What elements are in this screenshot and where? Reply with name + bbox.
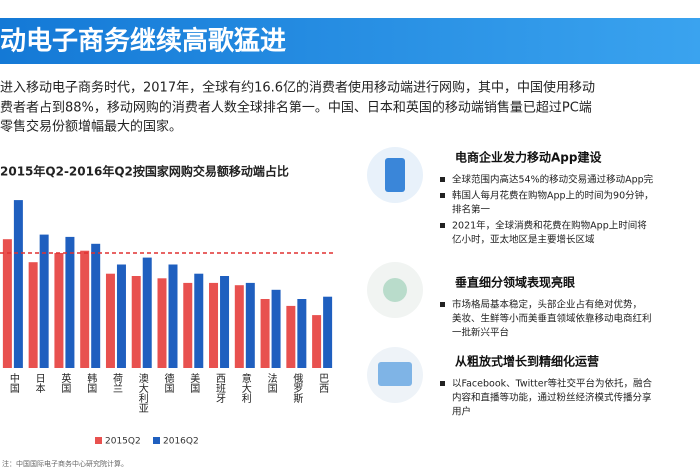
bullet-text: 市场格局基本稳定，头部企业占有绝对优势，: [452, 299, 642, 311]
bar: [54, 253, 64, 368]
bullet: [440, 302, 445, 307]
x-tick-label: 意大利: [239, 372, 251, 403]
section-title: 电商企业发力移动App建设: [455, 150, 602, 165]
sections: 电商企业发力移动App建设全球范围内高达54%的移动交易通过移动App完韩国人每…: [440, 150, 654, 418]
bullet-text: 2021年，全球消费和花费在购物App上时间将: [452, 220, 647, 232]
x-tick-label: 法国: [265, 372, 277, 394]
bullet-text: 美妆、生鲜等小而美垂直领域依靠移动电商红利: [452, 313, 652, 325]
source: 注：中国国际电子商务中心研究院计算。: [2, 459, 128, 468]
bar: [260, 299, 270, 368]
bar: [297, 299, 307, 368]
section-title: 垂直细分领域表现亮眼: [455, 275, 575, 290]
bar: [80, 250, 90, 368]
bullet-text: 用户: [452, 406, 471, 418]
bullet-text: 一批新兴平台: [452, 327, 509, 339]
icon: [378, 362, 412, 386]
icon: [383, 278, 407, 302]
chart-title: 2015年Q2-2016年Q2按国家网购交易额移动端占比: [0, 164, 289, 179]
x-tick-label: 韩国: [85, 372, 97, 394]
slide-title: 动电子商务继续高歌猛进: [0, 26, 286, 57]
x-tick-label: 德国: [162, 372, 174, 394]
bullet-text: 亿小时，亚太地区是主要增长区域: [452, 234, 595, 246]
bar: [286, 305, 296, 368]
bar: [28, 262, 38, 368]
bar: [220, 276, 230, 368]
intro-line: 零售交易份额增幅最大的国家。: [0, 119, 182, 135]
title-bar: [0, 18, 700, 64]
bullet-text: 以Facebook、Twitter等社交平台为依托，融合: [452, 378, 652, 390]
x-tick-label: 中国: [7, 372, 19, 394]
bar: [65, 236, 75, 368]
bullet: [440, 381, 445, 386]
bar: [105, 273, 115, 368]
chart: 中国 日本 英国 韩国 荷兰 澳大利亚 德国 美国 西班牙 意大利 法国 俄罗斯 巴西 2015Q2 201…: [0, 200, 335, 447]
x-tick-label: 西班牙: [214, 373, 226, 404]
bar: [183, 282, 193, 368]
x-tick-label: 巴西: [317, 373, 329, 393]
intro-line: 费者者占到88%，移动网购的消费者人数全球排名第一。中国、日本和英国的移动端销售…: [0, 100, 592, 116]
bar: [142, 257, 152, 368]
bullet: [440, 177, 445, 182]
legend-label: 2015Q2: [105, 437, 141, 447]
bar: [2, 239, 12, 368]
bar: [323, 296, 333, 368]
legend-swatch: [153, 437, 160, 444]
x-tick-label: 俄罗斯: [291, 373, 303, 404]
bullet-text: 全球范围内高达54%的移动交易通过移动App完: [452, 174, 654, 186]
bar: [194, 273, 204, 368]
bullet-text: 排名第一: [452, 204, 491, 216]
bar: [13, 200, 23, 368]
bar: [234, 285, 244, 368]
x-tick-label: 美国: [188, 372, 200, 394]
legend-label: 2016Q2: [163, 437, 199, 447]
x-tick-label: 澳大利亚: [136, 372, 148, 413]
bar: [312, 315, 322, 368]
bar: [131, 276, 141, 368]
bar: [157, 278, 167, 368]
icon: [385, 158, 405, 192]
bar: [91, 243, 101, 368]
bullet-text: 韩国人每月花费在购物App上的时间为90分钟，: [452, 190, 654, 202]
bar: [39, 234, 49, 368]
x-tick-label: 日本: [33, 373, 45, 394]
bar: [271, 289, 281, 368]
bar: [168, 264, 178, 368]
bullet: [440, 193, 445, 198]
bullet: [440, 223, 445, 228]
bar: [245, 282, 255, 368]
section-title: 从粗放式增长到精细化运营: [455, 354, 599, 369]
x-tick-label: 英国: [59, 372, 71, 394]
bullet-text: 内容和直播等功能，通过粉丝经济模式传播分享: [452, 392, 652, 404]
intro-line: 进入移动电子商务时代，2017年，全球有约16.6亿的消费者使用移动端进行网购，…: [0, 80, 595, 96]
legend-swatch: [95, 437, 102, 444]
x-tick-label: 荷兰: [110, 373, 122, 393]
bar: [209, 282, 219, 368]
bar: [116, 264, 126, 368]
icons: [367, 147, 423, 403]
